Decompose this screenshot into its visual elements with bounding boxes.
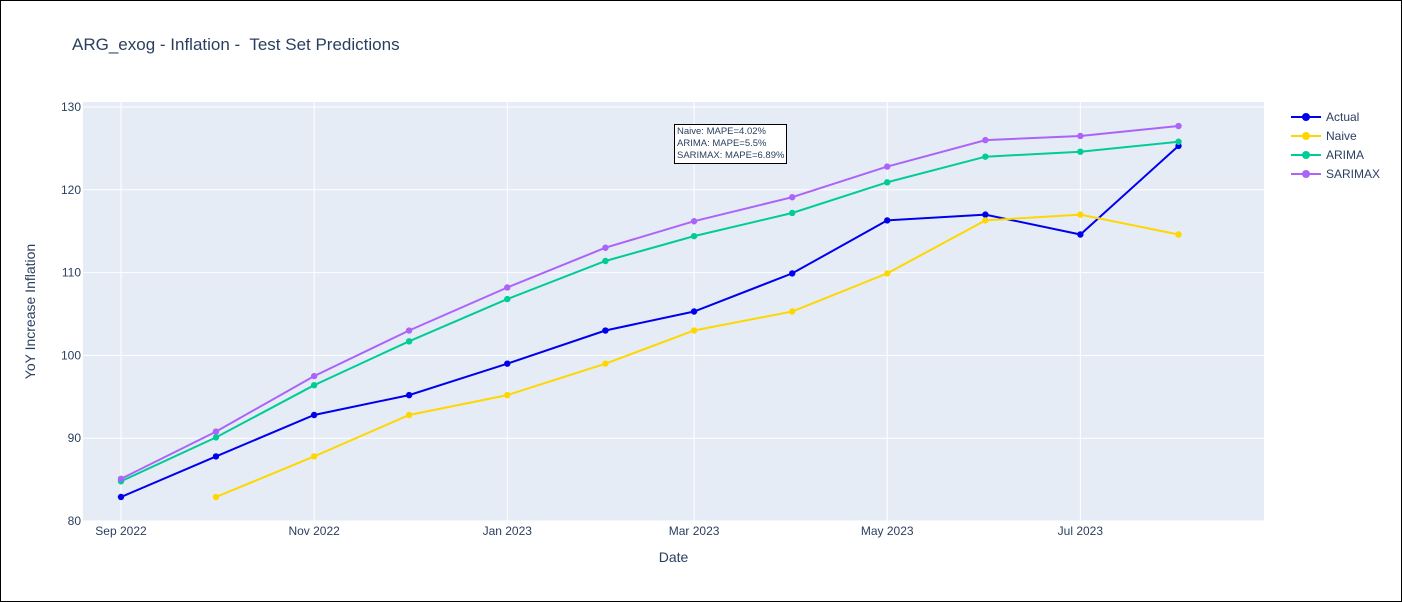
data-point-sarimax	[789, 194, 796, 201]
data-point-actual	[1077, 231, 1084, 238]
data-point-naive	[1175, 231, 1182, 238]
y-tick-label: 100	[61, 348, 81, 362]
legend-item-arima[interactable]: ARIMA	[1291, 145, 1380, 164]
data-point-naive	[982, 217, 989, 224]
data-point-actual	[690, 308, 698, 315]
legend: Actual Naive ARIMA SARIMAX	[1291, 107, 1380, 183]
data-point-naive	[602, 360, 609, 367]
data-point-arima	[602, 257, 609, 265]
legend-label: Naive	[1326, 128, 1357, 143]
legend-swatch-sarimax	[1291, 168, 1321, 180]
legend-swatch-arima	[1291, 149, 1321, 161]
legend-label: SARIMAX	[1326, 166, 1381, 181]
y-tick-label: 130	[61, 100, 81, 114]
data-point-arima	[690, 232, 698, 240]
y-tick-label: 90	[68, 431, 82, 445]
series-layer	[117, 122, 1182, 501]
x-tick-label: Mar 2023	[669, 524, 720, 538]
data-point-arima	[884, 179, 891, 186]
data-point-arima	[310, 381, 318, 389]
data-point-sarimax	[405, 327, 413, 334]
legend-swatch-dot	[1302, 150, 1310, 159]
legend-swatch-actual	[1291, 111, 1321, 123]
x-tick-label: Jul 2023	[1058, 524, 1104, 538]
legend-label: ARIMA	[1326, 147, 1365, 162]
legend-swatch-dot	[1302, 131, 1310, 140]
data-point-sarimax	[1175, 122, 1182, 130]
data-point-naive	[504, 391, 511, 399]
x-tick-label: Jan 2023	[483, 524, 533, 538]
data-point-actual	[602, 327, 609, 334]
data-point-naive	[884, 270, 891, 277]
x-tick-label: Sep 2022	[95, 524, 147, 538]
data-point-naive	[1077, 211, 1084, 218]
data-point-arima	[405, 338, 413, 345]
mape-annotation: Naive: MAPE=4.02% ARIMA: MAPE=5.5% SARIM…	[674, 124, 788, 164]
data-point-actual	[310, 411, 318, 419]
legend-swatch-dot	[1302, 169, 1310, 178]
y-tick-label: 80	[68, 514, 82, 528]
data-point-actual	[504, 360, 511, 367]
data-point-actual	[212, 453, 220, 460]
legend-label: Actual	[1326, 109, 1360, 124]
data-point-actual	[884, 217, 891, 224]
legend-item-naive[interactable]: Naive	[1291, 126, 1380, 145]
data-point-naive	[212, 493, 220, 501]
data-point-naive	[405, 411, 413, 419]
data-point-arima	[1077, 148, 1084, 155]
data-point-sarimax	[1077, 132, 1084, 140]
data-point-actual	[405, 391, 413, 399]
data-point-naive	[310, 453, 318, 460]
series-line-actual	[120, 145, 1180, 498]
data-point-naive	[690, 327, 698, 334]
data-point-arima	[1175, 138, 1182, 145]
chart-title: ARG_exog - Inflation - Test Set Predicti…	[72, 35, 400, 54]
grid-layer	[83, 102, 1264, 522]
data-point-sarimax	[690, 218, 698, 225]
y-tick-label: 120	[61, 183, 81, 197]
data-point-sarimax	[982, 136, 989, 144]
legend-swatch-dot	[1302, 112, 1310, 121]
series-line-sarimax	[120, 125, 1179, 480]
series-line-arima	[120, 140, 1179, 483]
data-point-sarimax	[212, 428, 220, 435]
y-tick-label: 110	[62, 266, 81, 280]
axis-layer: 80 90 100 110 120 130 Sep 2022 Nov 2022 Jan 2023…	[22, 100, 1103, 565]
data-point-actual	[982, 211, 989, 218]
data-point-arima	[212, 434, 220, 441]
data-point-arima	[789, 209, 796, 217]
legend-item-actual[interactable]: Actual	[1291, 107, 1380, 126]
legend-item-sarimax[interactable]: SARIMAX	[1291, 164, 1380, 183]
x-tick-label: May 2023	[861, 524, 914, 538]
x-axis-title: Date	[659, 549, 689, 565]
y-axis-title: YoY Increase Inflation	[22, 244, 38, 379]
data-point-sarimax	[117, 475, 125, 482]
data-point-actual	[117, 493, 125, 501]
plot-background	[83, 102, 1264, 521]
data-point-arima	[982, 153, 989, 160]
legend-swatch-naive	[1291, 130, 1321, 142]
data-point-sarimax	[602, 244, 609, 251]
data-point-sarimax	[310, 372, 318, 380]
data-point-arima	[504, 295, 511, 303]
data-point-sarimax	[504, 284, 511, 291]
data-point-actual	[789, 270, 796, 277]
data-point-sarimax	[884, 163, 891, 170]
data-point-naive	[789, 308, 796, 315]
x-tick-label: Nov 2022	[288, 524, 340, 538]
